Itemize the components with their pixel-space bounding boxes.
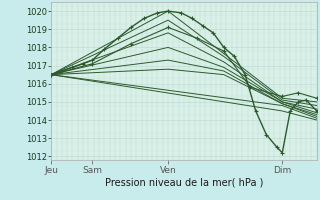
X-axis label: Pression niveau de la mer( hPa ): Pression niveau de la mer( hPa ) [105,177,263,187]
